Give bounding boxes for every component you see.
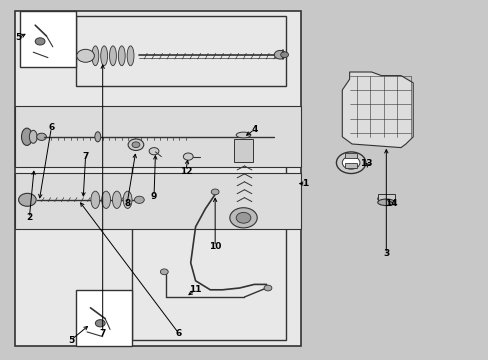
Text: 5: 5: [68, 336, 74, 345]
Bar: [377, 194, 394, 202]
Text: 8: 8: [124, 199, 130, 208]
Text: 5: 5: [16, 33, 21, 42]
Circle shape: [35, 38, 45, 45]
Circle shape: [229, 208, 257, 228]
Text: 7: 7: [99, 328, 106, 338]
Text: 10: 10: [208, 242, 221, 251]
Ellipse shape: [123, 191, 132, 208]
Text: 14: 14: [384, 199, 397, 208]
Text: 1: 1: [302, 179, 308, 188]
Ellipse shape: [92, 46, 99, 66]
Ellipse shape: [21, 128, 32, 145]
Circle shape: [264, 285, 271, 291]
Text: 12: 12: [179, 166, 192, 175]
Text: 13: 13: [360, 159, 372, 168]
Text: 9: 9: [150, 192, 157, 201]
Circle shape: [132, 142, 140, 148]
Circle shape: [77, 49, 94, 62]
Ellipse shape: [91, 191, 100, 208]
Circle shape: [336, 152, 365, 174]
Ellipse shape: [101, 46, 107, 66]
Ellipse shape: [29, 130, 37, 143]
Ellipse shape: [118, 46, 125, 66]
Bar: [20, 11, 76, 67]
Ellipse shape: [127, 46, 134, 66]
Bar: [15, 173, 300, 229]
Circle shape: [149, 148, 159, 155]
Circle shape: [37, 133, 46, 140]
Ellipse shape: [377, 199, 394, 206]
Bar: [345, 163, 356, 168]
Circle shape: [342, 156, 359, 169]
Ellipse shape: [236, 132, 250, 138]
Ellipse shape: [109, 46, 116, 66]
Bar: [76, 290, 132, 346]
Circle shape: [236, 212, 250, 223]
Circle shape: [211, 189, 219, 195]
Polygon shape: [342, 72, 412, 148]
Circle shape: [128, 139, 143, 150]
Bar: [15, 106, 300, 167]
Circle shape: [160, 269, 168, 275]
Circle shape: [183, 153, 193, 160]
Bar: [132, 144, 285, 340]
Ellipse shape: [377, 195, 394, 202]
Ellipse shape: [112, 191, 121, 208]
Bar: [15, 11, 300, 346]
Text: 3: 3: [383, 249, 388, 258]
Text: 7: 7: [82, 152, 89, 161]
Text: 6: 6: [175, 328, 181, 338]
Circle shape: [280, 52, 288, 58]
Circle shape: [134, 196, 144, 203]
Bar: [345, 153, 356, 158]
Ellipse shape: [102, 191, 110, 208]
Text: 2: 2: [26, 213, 32, 222]
Circle shape: [95, 320, 105, 327]
Circle shape: [19, 193, 36, 206]
Bar: [76, 16, 285, 86]
Bar: [233, 139, 253, 162]
Text: 6: 6: [48, 123, 54, 132]
Circle shape: [274, 50, 285, 59]
Text: 11: 11: [189, 285, 202, 294]
Ellipse shape: [95, 132, 101, 142]
Text: 4: 4: [250, 125, 257, 134]
